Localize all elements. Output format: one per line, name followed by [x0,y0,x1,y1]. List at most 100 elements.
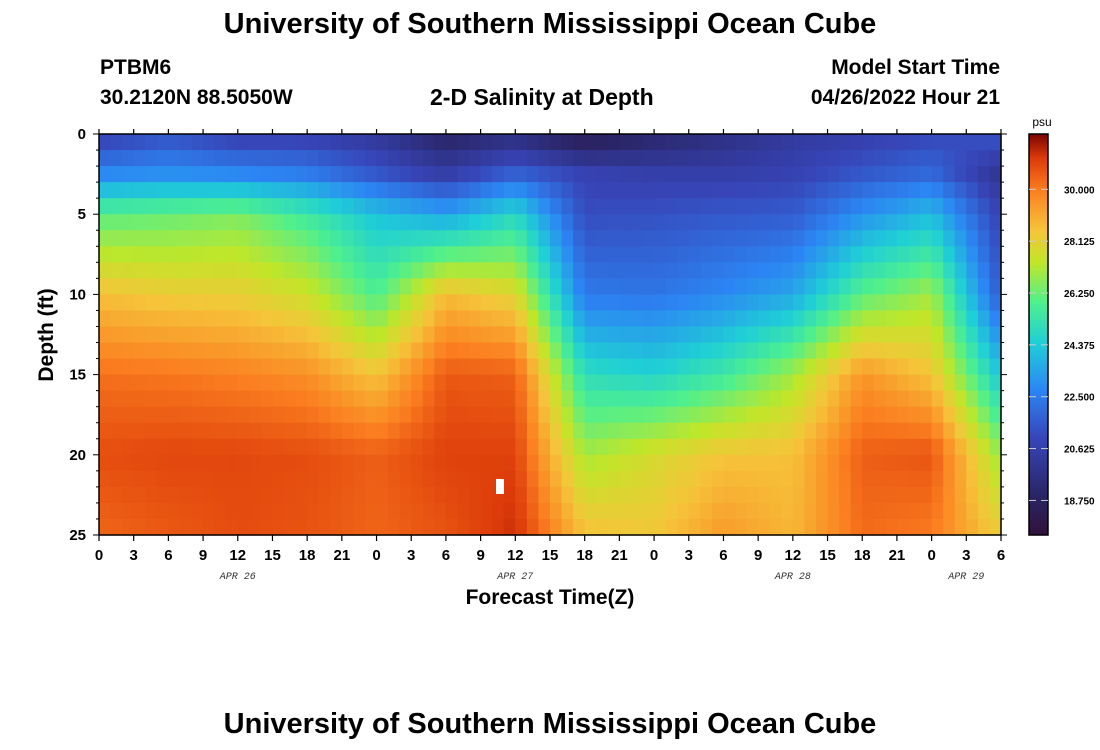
heat-cell [596,150,609,167]
heat-cell [133,326,146,344]
heat-cell [908,214,921,231]
heat-cell [156,358,169,376]
heat-cell [977,182,991,199]
heat-cell [457,326,470,344]
heat-cell [943,310,956,328]
heat-cell [630,454,644,472]
heat-cell [711,230,725,247]
heat-cell [318,166,331,183]
heat-cell [445,406,459,424]
heat-cell [688,486,701,504]
heat-cell [203,246,216,263]
x-tick-label: 21 [334,547,351,564]
heat-cell [249,374,262,392]
heat-cell [318,374,331,392]
colorbar-tick-label: 24.375 [1064,341,1095,352]
heat-cell [584,342,597,360]
heat-cell [364,134,378,151]
heat-cell [630,246,644,263]
heat-cell [584,374,597,392]
heat-cell [862,502,875,520]
heat-cell [746,422,759,440]
heat-cell [619,150,632,167]
heat-cell [434,390,447,408]
heat-cell [642,294,655,312]
heat-cell [422,502,435,520]
heat-cell [700,310,713,328]
heat-cell [700,278,713,295]
heat-cell [862,198,875,215]
heat-cell [827,374,840,392]
heat-cell [191,246,204,263]
heat-cell [862,150,875,167]
heat-cell [642,518,655,536]
heat-cell [110,150,123,167]
heat-cell [492,518,505,536]
heat-cell [445,438,459,456]
heat-cell [885,262,898,279]
heat-cell [145,342,158,360]
heat-cell [584,166,597,183]
heat-cell [503,438,516,456]
heat-cell [203,198,216,215]
heat-cell [688,422,701,440]
heat-cell [272,470,285,488]
heat-cell [122,486,135,504]
heat-cell [943,422,956,440]
heat-cell [885,134,898,151]
heat-cell [711,390,725,408]
x-tick-label: 18 [576,547,593,564]
heat-cell [908,262,921,279]
heat-cell [191,214,204,231]
heat-cell [619,262,632,279]
x-tick-label: 3 [962,547,970,564]
heat-cell [873,342,886,360]
heat-cell [596,230,609,247]
heat-cell [411,326,424,344]
heat-cell [804,262,817,279]
heat-cell [688,390,701,408]
heat-cell [226,326,239,344]
heat-cell [422,374,435,392]
heat-cell [133,438,146,456]
heat-cell [457,150,470,167]
heat-cell [596,198,609,215]
heat-cell [168,150,181,167]
heat-cell [237,166,250,183]
heat-cell [422,230,435,247]
x-tick-label: 9 [476,547,484,564]
heat-cell [434,262,447,279]
heat-cell [272,486,285,504]
heat-cell [503,502,516,520]
heat-cell [307,518,320,536]
heat-cell [607,486,620,504]
heat-cell [191,134,204,151]
heat-cell [931,214,944,231]
heat-cell [584,134,597,151]
heat-cell [758,326,771,344]
heat-cell [330,198,343,215]
heat-cell [295,278,308,295]
heat-cell [122,166,135,183]
heat-cell [607,198,620,215]
heat-cell [700,454,713,472]
heat-cell [445,502,459,520]
heat-cell [989,230,1002,247]
heat-cell [353,182,366,199]
x-tick-label: 0 [927,547,935,564]
heat-cell [642,374,655,392]
heat-cell [954,518,967,536]
heat-cell [931,502,944,520]
heat-cell [434,134,447,151]
heat-cell [700,518,713,536]
heat-cell [815,214,829,231]
heat-cell [99,470,112,488]
heat-cell [642,150,655,167]
heat-cell [630,278,644,295]
heat-cell [654,150,667,167]
heat-cell [376,150,389,167]
heat-cell [839,422,852,440]
heat-cell [156,246,169,263]
heat-cell [538,166,551,183]
heat-cell [630,294,644,312]
